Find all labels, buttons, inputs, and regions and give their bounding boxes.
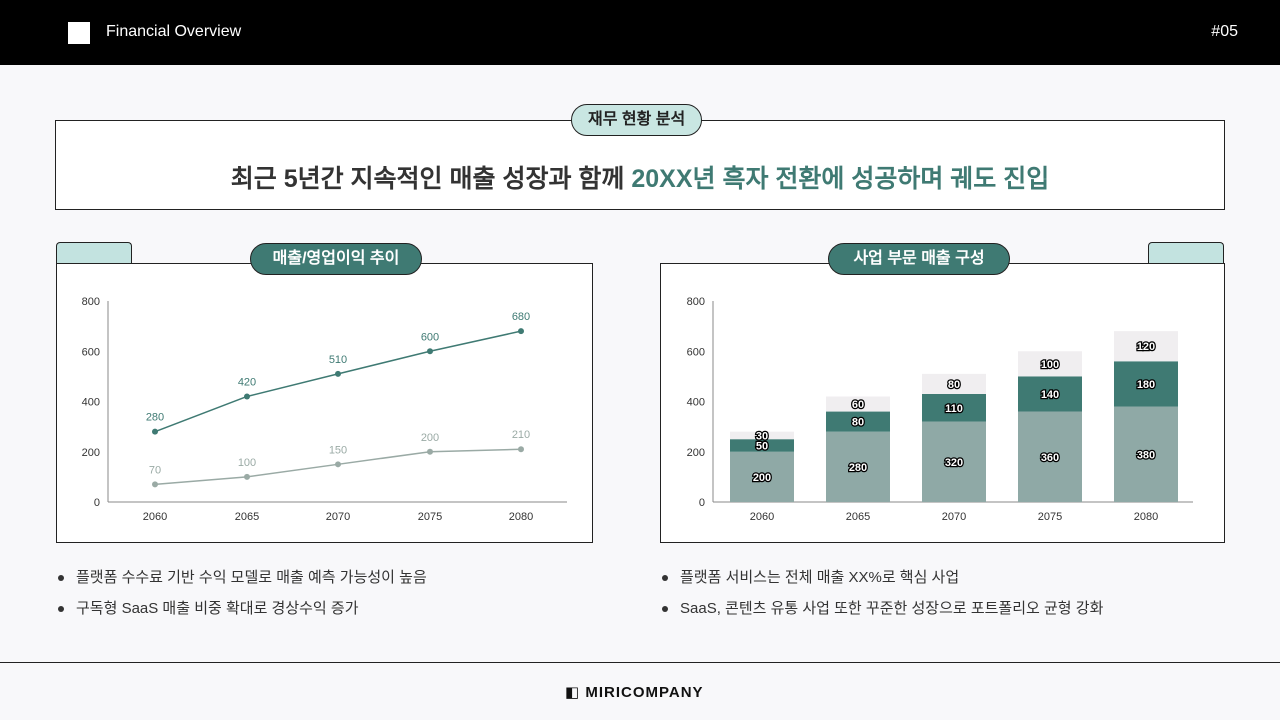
bar-segment [1018,351,1082,377]
data-point [427,448,433,455]
footer-divider [0,662,1280,663]
bar-label: 120 [1137,341,1155,353]
left-folder-tab [56,242,132,265]
data-label: 70 [149,464,161,476]
y-tick-label: 400 [82,397,100,409]
footer-logo: ◧ MIRICOMPANY [565,684,704,701]
bar-label: 320 [945,457,963,469]
logo-icon: ◧ [565,684,586,701]
headline-accent: 20XX년 흑자 전환에 성공하며 궤도 진입 [631,165,1050,193]
section-title: Financial Overview [106,23,242,40]
bar-segment [826,411,890,432]
y-tick-label: 200 [82,447,100,459]
x-tick-label: 2065 [235,511,259,523]
bar-segment [826,396,890,412]
y-tick-label: 200 [687,447,705,459]
right-chart-title: 사업 부문 매출 구성 [828,243,1010,275]
bar-label: 380 [1137,449,1155,461]
data-point [335,461,341,468]
series-line-0 [154,330,522,433]
data-label: 280 [146,412,164,424]
bar-label: 30 [756,430,768,442]
bar-segment [730,431,794,440]
bar-segment [1018,376,1082,412]
x-tick-label: 2070 [942,511,966,523]
data-point [244,393,250,400]
page-number: #05 [1211,23,1238,40]
bar-segment [1114,361,1178,407]
y-tick-label: 600 [687,346,705,358]
x-tick-label: 2070 [326,511,350,523]
data-label: 510 [329,354,347,366]
x-tick-label: 2060 [750,511,774,523]
bar-label: 200 [753,472,771,484]
bar-label: 180 [1137,379,1155,391]
bar-segment [1114,331,1178,362]
bar-segment [1114,406,1178,502]
data-point [152,428,158,435]
data-label: 210 [512,429,530,441]
y-tick-label: 800 [82,296,100,308]
x-tick-label: 2065 [846,511,870,523]
bar-segment [922,421,986,502]
y-tick-label: 600 [82,346,100,358]
data-label: 680 [512,311,530,323]
bar-label: 60 [852,399,864,411]
bar-segment [922,373,986,394]
x-tick-label: 2080 [1134,511,1158,523]
headline: 최근 5년간 지속적인 매출 성장과 함께 20XX년 흑자 전환에 성공하며 … [56,159,1224,195]
y-tick-label: 800 [687,296,705,308]
x-tick-label: 2080 [509,511,533,523]
data-point [518,446,524,453]
bar-label: 280 [849,462,867,474]
bar-label: 50 [756,440,768,452]
left-chart-title: 매출/영업이익 추이 [250,243,422,275]
x-tick-label: 2060 [143,511,167,523]
data-point [427,348,433,355]
bar-label: 100 [1041,359,1059,371]
x-tick-label: 2075 [1038,511,1062,523]
summary-tag: 재무 현황 분석 [571,104,703,136]
data-label: 420 [238,376,256,388]
bar-segment [826,431,890,502]
data-point [518,328,524,335]
bar-label: 110 [945,403,963,415]
y-tick-label: 0 [94,497,100,509]
y-tick-label: 0 [699,497,705,509]
data-label: 150 [329,444,347,456]
bar-label: 80 [948,379,960,391]
x-tick-label: 2075 [418,511,442,523]
headline-text: 최근 5년간 지속적인 매출 성장과 함께 [230,165,632,193]
right-folder-tab [1148,242,1224,265]
top-bar: Financial Overview #05 [0,0,1280,65]
data-point [335,370,341,377]
data-label: 100 [238,457,256,469]
right-bullet-1: 플랫폼 서비스는 전체 매출 XX%로 핵심 사업 [662,566,959,587]
bar-label: 360 [1041,452,1059,464]
data-label: 600 [421,331,439,343]
data-point [152,481,158,488]
bar-segment [922,393,986,422]
bar-label: 140 [1041,389,1059,401]
right-bullet-2: SaaS, 콘텐츠 유통 사업 또한 꾸준한 성장으로 포트폴리오 균형 강화 [662,597,1103,618]
data-point [244,473,250,480]
y-tick-label: 400 [687,397,705,409]
bar-segment [1018,411,1082,502]
left-bullet-2: 구독형 SaaS 매출 비중 확대로 경상수익 증가 [58,597,359,618]
logo-square-icon [68,22,90,44]
bar-segment [730,439,794,452]
bar-label: 80 [852,417,864,429]
bar-segment [730,451,794,502]
data-label: 200 [421,432,439,444]
left-bullet-1: 플랫폼 수수료 기반 수익 모델로 매출 예측 가능성이 높음 [58,566,427,587]
